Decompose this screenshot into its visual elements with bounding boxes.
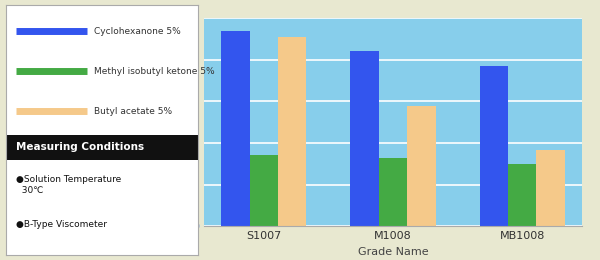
Y-axis label: Visicosity (mPa·s): Visicosity (mPa·s) xyxy=(169,76,179,168)
Bar xyxy=(508,164,536,226)
Bar xyxy=(6,135,198,160)
Bar xyxy=(221,31,250,226)
Text: Methyl isobutyl ketone 5%: Methyl isobutyl ketone 5% xyxy=(94,67,215,76)
Text: ●Solution Temperature
  30℃: ●Solution Temperature 30℃ xyxy=(16,174,121,195)
X-axis label: Grade Name: Grade Name xyxy=(358,247,428,257)
Bar xyxy=(479,67,508,226)
Text: ●B-Type Viscometer: ●B-Type Viscometer xyxy=(16,220,107,229)
Text: Measuring Conditions: Measuring Conditions xyxy=(16,142,144,152)
Bar xyxy=(536,151,565,226)
Bar xyxy=(250,155,278,226)
Bar xyxy=(278,36,307,226)
Bar xyxy=(350,51,379,226)
Text: Cyclohexanone 5%: Cyclohexanone 5% xyxy=(94,27,181,36)
Text: Butyl acetate 5%: Butyl acetate 5% xyxy=(94,107,172,116)
Bar xyxy=(379,158,407,226)
Bar xyxy=(407,106,436,226)
